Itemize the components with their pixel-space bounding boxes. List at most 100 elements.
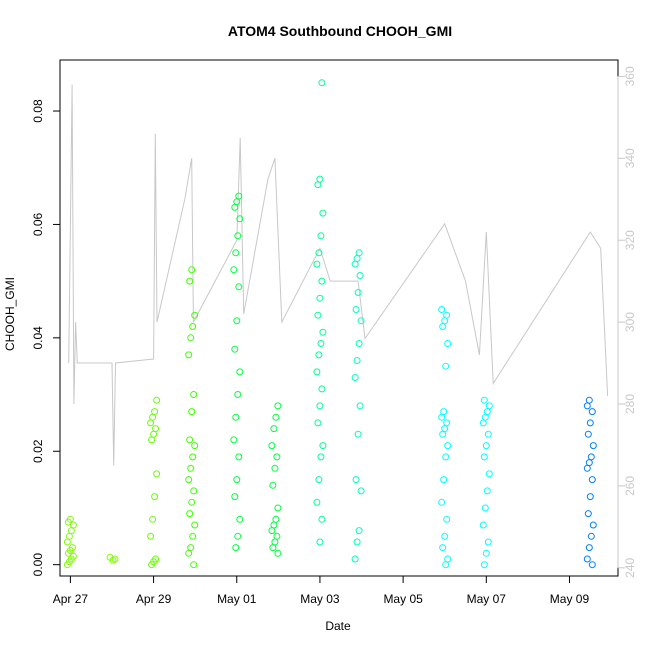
data-point <box>316 538 324 546</box>
data-point <box>106 553 114 561</box>
data-point <box>315 476 323 484</box>
data-point <box>186 436 194 444</box>
data-point <box>313 498 321 506</box>
data-point <box>318 277 326 285</box>
data-point <box>314 181 322 189</box>
data-point <box>188 266 196 274</box>
data-point <box>315 249 323 257</box>
data-point <box>185 476 193 484</box>
y-tick-label: 0.08 <box>31 99 45 123</box>
x-tick-label: Apr 29 <box>136 592 172 606</box>
data-point <box>268 527 276 535</box>
y-tick-label: 0.04 <box>31 326 45 350</box>
data-point <box>313 368 321 376</box>
data-point <box>481 504 489 512</box>
data-point <box>67 527 75 535</box>
chart-title: ATOM4 Southbound CHOOH_GMI <box>228 23 452 39</box>
data-point <box>189 532 197 540</box>
data-point <box>441 425 449 433</box>
data-point <box>315 351 323 359</box>
data-point <box>270 425 278 433</box>
data-point <box>318 385 326 393</box>
data-point <box>480 561 488 569</box>
data-point <box>190 487 198 495</box>
data-point <box>232 544 240 552</box>
data-point <box>444 340 452 347</box>
data-point <box>479 521 487 529</box>
x-tick-label: May 01 <box>217 592 257 606</box>
data-point <box>231 345 239 353</box>
data-point <box>231 493 239 501</box>
data-point <box>441 532 449 540</box>
data-point <box>185 351 193 359</box>
data-point <box>583 402 591 410</box>
data-point <box>272 413 280 421</box>
data-point <box>234 532 242 540</box>
data-point <box>585 459 593 467</box>
data-point <box>235 192 243 200</box>
data-point <box>355 249 363 257</box>
data-point <box>441 317 449 325</box>
data-point <box>66 515 74 523</box>
data-point <box>589 442 597 450</box>
data-point <box>317 232 325 240</box>
y-axis-label: CHOOH_GMI <box>3 277 17 351</box>
data-point <box>589 521 597 529</box>
points-layer <box>63 79 597 569</box>
data-point <box>270 521 278 529</box>
axes-layer: Apr 27 Apr 29 May 01 May 03 May 05 May 07 May … <box>31 66 637 606</box>
data-point <box>274 402 282 410</box>
data-point <box>235 283 243 291</box>
data-point <box>319 442 327 450</box>
data-point <box>274 504 282 512</box>
data-point <box>438 413 446 421</box>
x-tick-label: May 03 <box>300 592 340 606</box>
plot-frame <box>59 59 619 577</box>
secondary-line-layer <box>68 84 609 466</box>
data-point <box>68 544 76 552</box>
data-point <box>583 464 591 472</box>
data-point <box>357 317 365 325</box>
data-point <box>438 306 446 313</box>
data-point <box>190 391 198 398</box>
data-point <box>187 544 195 552</box>
data-point <box>481 413 489 421</box>
data-point <box>442 561 450 569</box>
data-point <box>268 442 276 450</box>
data-point <box>317 453 325 461</box>
data-point <box>233 198 241 206</box>
data-point <box>318 79 326 87</box>
data-point <box>439 544 447 552</box>
data-point <box>483 408 491 416</box>
data-point <box>438 498 446 506</box>
data-point <box>69 552 77 560</box>
data-point <box>442 362 450 370</box>
data-point <box>188 498 196 506</box>
data-point <box>485 402 493 410</box>
data-point <box>63 538 71 546</box>
data-point <box>318 515 326 523</box>
data-point <box>190 561 198 569</box>
data-point <box>188 408 196 416</box>
data-point <box>233 476 241 484</box>
data-point <box>583 555 591 563</box>
data-point <box>482 442 490 450</box>
data-point <box>351 260 359 268</box>
data-point <box>230 436 238 444</box>
data-point <box>231 203 239 211</box>
data-point <box>187 464 195 472</box>
data-point <box>189 323 197 330</box>
data-point <box>584 510 592 518</box>
data-point <box>186 510 194 518</box>
data-point <box>235 453 243 461</box>
data-point <box>443 515 451 523</box>
data-point <box>191 521 199 529</box>
x-tick-label: May 09 <box>550 592 590 606</box>
data-point <box>442 453 450 461</box>
y2-tick-label: 360 <box>623 66 637 86</box>
data-point <box>189 453 197 461</box>
y2-tick-label: 320 <box>623 230 637 250</box>
x-tick-label: Apr 27 <box>53 592 89 606</box>
y-tick-label: 0.00 <box>31 553 45 577</box>
data-point <box>65 532 73 540</box>
